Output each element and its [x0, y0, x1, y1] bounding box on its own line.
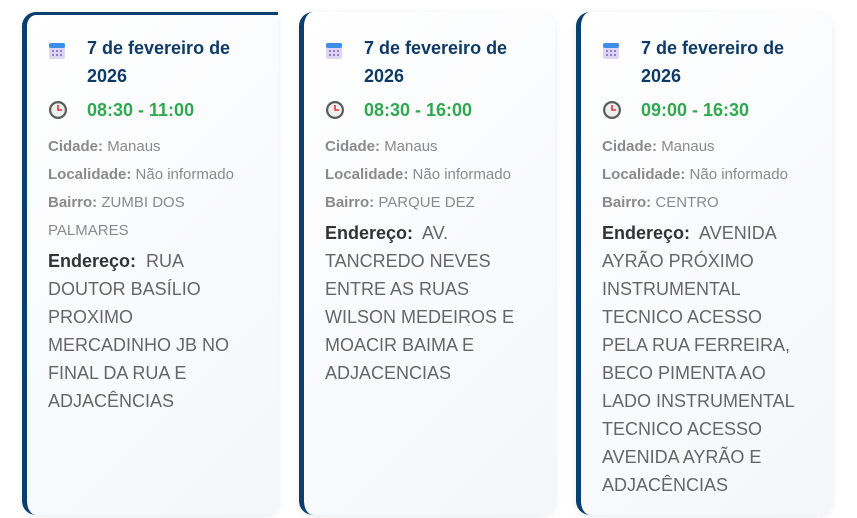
district: Bairro: CENTRO	[602, 194, 719, 211]
city: Cidade: Manaus	[325, 138, 438, 155]
time-row: 09:00 - 16:30	[602, 96, 812, 125]
time-range: 08:30 - 16:00	[364, 100, 473, 120]
address: Endereço: AVENIDA AYRÃO PRÓXIMO INSTRUME…	[602, 223, 795, 495]
date-row: 7 de fevereiro de 2026	[325, 34, 535, 90]
locality: Localidade: Não informado	[325, 166, 511, 183]
outage-card[interactable]: 7 de fevereiro de 2026 08:30 - 16:00 Cid…	[299, 12, 555, 515]
address: Endereço: RUA DOUTOR BASÍLIO PROXIMO MER…	[48, 251, 230, 411]
city: Cidade: Manaus	[602, 138, 715, 155]
time-row: 08:30 - 11:00	[48, 96, 258, 125]
locality: Localidade: Não informado	[48, 166, 234, 183]
clock-icon	[325, 100, 345, 125]
calendar-icon	[325, 40, 345, 65]
clock-icon	[48, 100, 68, 125]
date: 7 de fevereiro de 2026	[641, 38, 785, 86]
calendar-icon	[48, 40, 68, 65]
address: Endereço: AV. TANCREDO NEVES ENTRE AS RU…	[325, 223, 515, 383]
date: 7 de fevereiro de 2026	[87, 38, 231, 86]
date: 7 de fevereiro de 2026	[364, 38, 508, 86]
outage-card[interactable]: 7 de fevereiro de 2026 08:30 - 11:00 Cid…	[22, 12, 278, 515]
date-row: 7 de fevereiro de 2026	[48, 34, 258, 90]
time-range: 09:00 - 16:30	[641, 100, 750, 120]
details: Cidade: Manaus Localidade: Não informado…	[48, 133, 258, 245]
time-row: 08:30 - 16:00	[325, 96, 535, 125]
locality: Localidade: Não informado	[602, 166, 788, 183]
details: Cidade: Manaus Localidade: Não informado…	[325, 133, 535, 217]
district: Bairro: PARQUE DEZ	[325, 194, 475, 211]
district: Bairro: ZUMBI DOS PALMARES	[48, 194, 185, 239]
clock-icon	[602, 100, 622, 125]
outage-card[interactable]: 7 de fevereiro de 2026 09:00 - 16:30 Cid…	[576, 12, 832, 515]
calendar-icon	[602, 40, 622, 65]
city: Cidade: Manaus	[48, 138, 161, 155]
details: Cidade: Manaus Localidade: Não informado…	[602, 133, 812, 217]
date-row: 7 de fevereiro de 2026	[602, 34, 812, 90]
time-range: 08:30 - 11:00	[87, 100, 195, 120]
